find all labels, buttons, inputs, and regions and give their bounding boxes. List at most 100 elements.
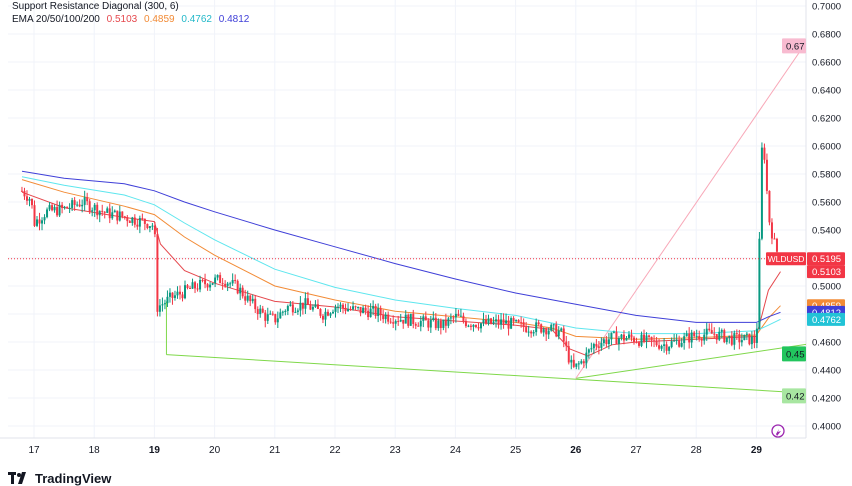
candle[interactable] [392, 315, 395, 329]
candle[interactable] [693, 330, 696, 338]
candle[interactable] [106, 206, 109, 214]
candle[interactable] [572, 353, 575, 369]
candle[interactable] [291, 301, 294, 316]
candle[interactable] [116, 210, 119, 225]
axis-tag-0-42[interactable]: 0.42 [782, 388, 806, 404]
candle[interactable] [347, 303, 350, 312]
candle[interactable] [590, 342, 593, 353]
candle[interactable] [770, 218, 773, 245]
candle[interactable] [587, 348, 590, 359]
candle[interactable] [655, 337, 658, 347]
candle[interactable] [730, 331, 733, 347]
candle[interactable] [216, 274, 219, 281]
candle[interactable] [452, 315, 455, 324]
candle[interactable] [592, 342, 595, 355]
candle[interactable] [314, 300, 317, 308]
candle[interactable] [607, 332, 610, 350]
indicator-legend-srd[interactable]: Support Resistance Diagonal (300, 6) [12, 0, 249, 13]
candle[interactable] [447, 316, 450, 329]
candle[interactable] [321, 314, 324, 324]
axis-tag-0-5103[interactable]: 0.5103 [807, 265, 845, 279]
candle[interactable] [733, 330, 736, 350]
candle[interactable] [708, 323, 711, 332]
candle[interactable] [61, 202, 64, 214]
candle[interactable] [487, 314, 490, 326]
candle[interactable] [532, 329, 535, 337]
candle[interactable] [384, 312, 387, 324]
axis-tag-0-4762[interactable]: 0.4762 [807, 312, 845, 326]
candle[interactable] [454, 308, 457, 323]
candle[interactable] [725, 337, 728, 345]
candle[interactable] [547, 327, 550, 339]
candle[interactable] [362, 305, 365, 314]
candle[interactable] [705, 322, 708, 341]
candle[interactable] [768, 190, 771, 226]
candle[interactable] [93, 202, 96, 217]
candle[interactable] [429, 315, 432, 333]
candle[interactable] [703, 328, 706, 345]
candle[interactable] [675, 334, 678, 345]
candle[interactable] [419, 315, 422, 332]
candle[interactable] [765, 153, 768, 195]
candle[interactable] [615, 326, 618, 345]
candle[interactable] [630, 329, 633, 342]
candle[interactable] [326, 309, 329, 317]
candle[interactable] [28, 196, 31, 207]
candle[interactable] [723, 328, 726, 344]
candle[interactable] [118, 205, 121, 222]
candle[interactable] [204, 273, 207, 289]
candle[interactable] [490, 317, 493, 325]
candle[interactable] [602, 337, 605, 347]
candle[interactable] [442, 319, 445, 331]
candle[interactable] [728, 335, 731, 344]
candle[interactable] [36, 216, 39, 228]
candle[interactable] [196, 283, 199, 292]
candle[interactable] [680, 338, 683, 348]
candle[interactable] [331, 309, 334, 314]
candle[interactable] [73, 197, 76, 211]
candle[interactable] [625, 335, 628, 341]
candle[interactable] [151, 222, 154, 230]
candle[interactable] [638, 340, 641, 348]
candle[interactable] [349, 306, 352, 311]
candle[interactable] [311, 304, 314, 312]
candle[interactable] [479, 322, 482, 333]
candle[interactable] [181, 291, 184, 302]
candle[interactable] [126, 215, 129, 227]
candle[interactable] [695, 329, 698, 341]
price-chart[interactable]: 0.40000.42000.44000.46000.48000.50000.52… [0, 0, 852, 460]
candle[interactable] [143, 218, 146, 231]
candle[interactable] [457, 309, 460, 317]
candle[interactable] [640, 331, 643, 348]
candle[interactable] [522, 318, 525, 332]
candle[interactable] [683, 332, 686, 350]
candle[interactable] [146, 223, 149, 230]
candle[interactable] [246, 290, 249, 303]
candle[interactable] [211, 282, 214, 286]
candle[interactable] [632, 335, 635, 345]
candle[interactable] [141, 213, 144, 221]
candle[interactable] [299, 296, 302, 317]
candle[interactable] [449, 313, 452, 325]
candle[interactable] [133, 214, 136, 228]
candle[interactable] [472, 324, 475, 332]
candle[interactable] [557, 326, 560, 340]
candle[interactable] [690, 329, 693, 348]
candle[interactable] [53, 204, 56, 213]
candle[interactable] [136, 219, 139, 230]
candle[interactable] [535, 318, 538, 336]
candle[interactable] [665, 341, 668, 355]
candle[interactable] [645, 332, 648, 349]
candle[interactable] [38, 212, 41, 231]
candle[interactable] [745, 331, 748, 341]
axis-tag-0-45[interactable]: 0.45 [782, 346, 806, 362]
candle[interactable] [407, 313, 410, 328]
candle[interactable] [128, 219, 131, 223]
candle[interactable] [138, 215, 141, 234]
candle[interactable] [570, 355, 573, 370]
candle[interactable] [78, 199, 81, 208]
ema-line-ema200[interactable] [21, 170, 781, 323]
candle[interactable] [266, 307, 269, 324]
candle[interactable] [377, 303, 380, 323]
candle[interactable] [23, 187, 26, 200]
